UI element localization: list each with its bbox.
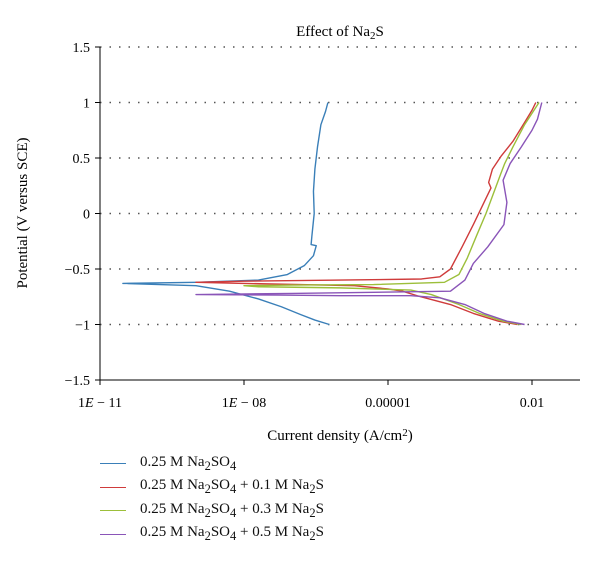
legend-label-2: 0.25 M Na2SO4 + 0.3 M Na2S xyxy=(140,500,324,520)
chart-title: Effect of Na2S xyxy=(296,24,384,42)
series-line-0 xyxy=(122,102,330,326)
legend-item-1: 0.25 M Na2SO4 + 0.1 M Na2S xyxy=(100,476,324,500)
x-tick-label-2: 0.00001 xyxy=(365,396,411,411)
y-tick-label-5: −1 xyxy=(75,319,90,334)
legend: 0.25 M Na2SO4 0.25 M Na2SO4 + 0.1 M Na2S 0… xyxy=(100,452,324,546)
legend-item-0: 0.25 M Na2SO4 xyxy=(100,452,324,476)
legend-item-2: 0.25 M Na2SO4 + 0.3 M Na2S xyxy=(100,499,324,523)
legend-item-3: 0.25 M Na2SO4 + 0.5 M Na2S xyxy=(100,523,324,547)
series-layer xyxy=(122,102,543,326)
x-axis-label: Current density (A/cm2) xyxy=(267,427,412,444)
legend-label-0: 0.25 M Na2SO4 xyxy=(140,453,237,473)
series-line-1 xyxy=(195,102,537,326)
y-tick-label-2: 0.5 xyxy=(73,152,91,167)
series-line-2 xyxy=(243,102,540,326)
x-tick-label-1: 1E − 08 xyxy=(222,396,266,411)
y-axis-label: Potential (V versus SCE) xyxy=(15,138,31,289)
x-ticks: 1E − 11 1E − 08 0.00001 0.01 xyxy=(78,380,544,411)
axes xyxy=(99,47,580,381)
y-tick-label-4: −0.5 xyxy=(65,263,90,278)
y-tick-label-0: 1.5 xyxy=(73,41,91,56)
y-tick-label-3: 0 xyxy=(83,208,90,223)
legend-label-1: 0.25 M Na2SO4 + 0.1 M Na2S xyxy=(140,477,324,497)
x-tick-label-3: 0.01 xyxy=(520,396,545,411)
x-tick-label-0: 1E − 11 xyxy=(78,396,122,411)
chart-canvas: Effect of Na2S 1.5 1 0.5 0 −0.5 −1 −1.5 1E − 1… xyxy=(15,24,580,444)
legend-swatch-1 xyxy=(100,486,126,488)
legend-swatch-2 xyxy=(100,510,126,512)
series-line-3 xyxy=(195,102,543,326)
legend-label-3: 0.25 M Na2SO4 + 0.5 M Na2S xyxy=(140,524,324,544)
y-tick-label-1: 1 xyxy=(83,97,90,112)
legend-swatch-0 xyxy=(100,463,126,465)
y-ticks: 1.5 1 0.5 0 −0.5 −1 −1.5 xyxy=(65,41,100,389)
y-tick-label-6: −1.5 xyxy=(65,374,90,389)
legend-swatch-3 xyxy=(100,533,126,535)
